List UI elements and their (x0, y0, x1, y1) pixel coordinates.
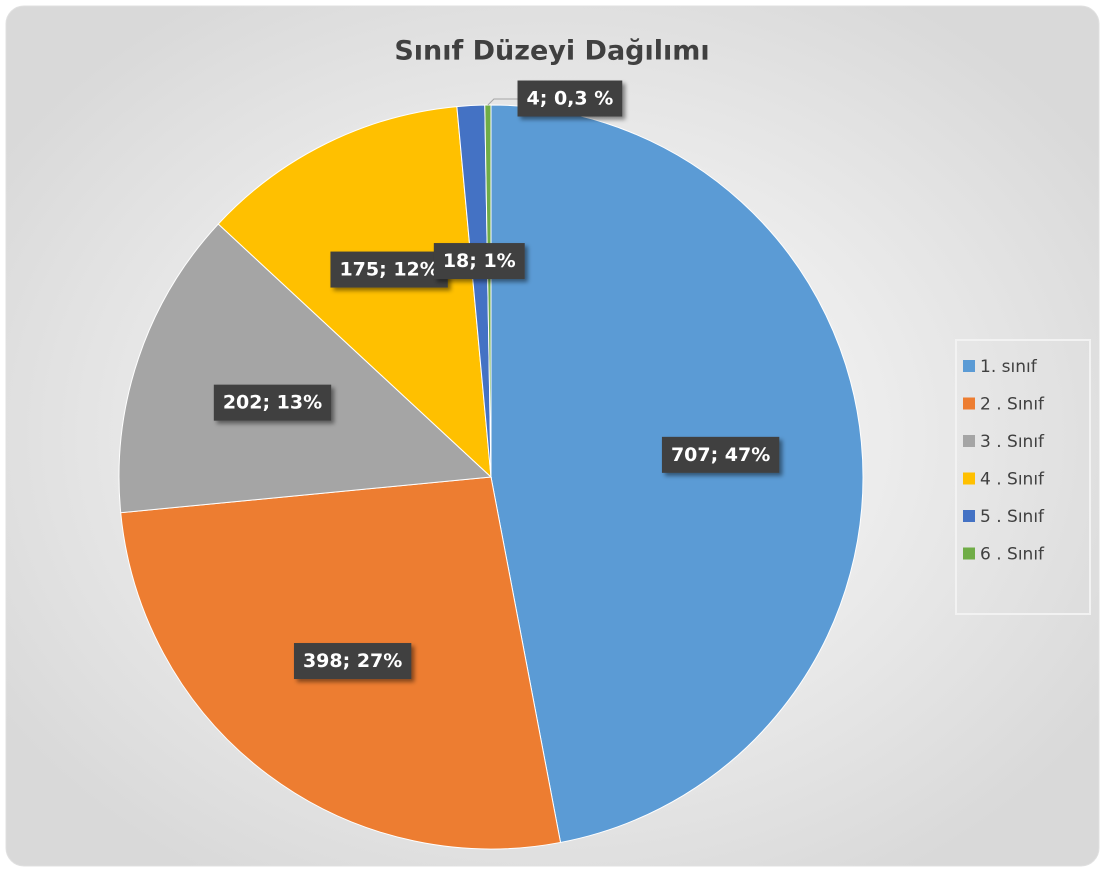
legend-swatch (963, 360, 975, 372)
data-label: 707; 47% (661, 436, 780, 473)
data-label-text: 18; 1% (443, 250, 516, 272)
data-label-box (293, 643, 412, 680)
data-label-text: 398; 27% (303, 650, 402, 672)
legend-swatch (963, 397, 975, 410)
data-label: 202; 13% (213, 384, 332, 421)
data-label-box (330, 251, 448, 288)
data-label-box (517, 80, 623, 117)
data-label-text: 4; 0,3 % (527, 88, 614, 110)
data-label: 398; 27% (293, 643, 412, 680)
pie-slice (217, 106, 492, 479)
legend-label: 6 . Sınıf (980, 545, 1045, 565)
data-label: 175; 12% (330, 251, 448, 288)
legend-label: 3 . Sınıf (980, 432, 1045, 452)
pie-slice (118, 223, 493, 514)
legend-swatch (963, 510, 975, 522)
legend-swatch (963, 435, 975, 447)
data-label: 4; 0,3 % (517, 80, 623, 117)
data-label-text: 707; 47% (671, 444, 770, 466)
data-label-box (661, 436, 780, 473)
pie-slice (484, 104, 492, 478)
legend-label: 1. sınıf (980, 357, 1038, 377)
data-label-box (213, 384, 332, 421)
data-label: 18; 1% (433, 243, 525, 280)
leader-line (487, 98, 522, 106)
legend-label: 2 . Sınıf (980, 395, 1045, 415)
data-label-text: 202; 13% (223, 392, 322, 414)
chart-title: Sınıf Düzeyi Dağılımı (394, 36, 709, 67)
legend-label: 5 . Sınıf (980, 507, 1045, 527)
legend-label: 4 . Sınıf (980, 470, 1045, 490)
data-label-box (433, 243, 525, 280)
legend-swatch (963, 547, 975, 560)
pie-slice (490, 104, 864, 844)
legend-swatch (963, 472, 975, 485)
legend-box (955, 339, 1091, 615)
data-label-text: 175; 12% (339, 259, 438, 281)
